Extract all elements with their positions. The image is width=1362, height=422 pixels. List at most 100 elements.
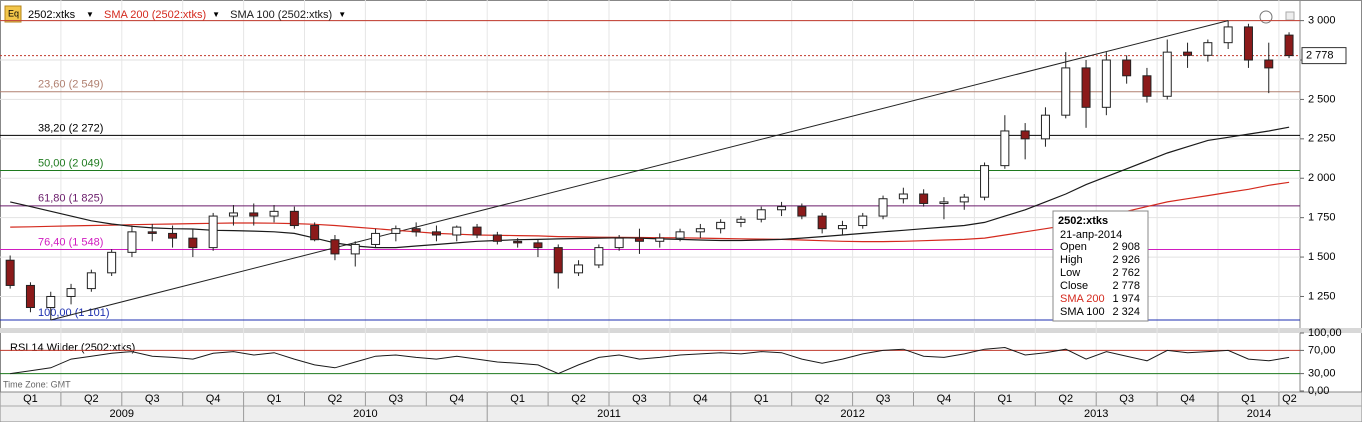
candle-body (574, 264, 584, 274)
last-price-box (1301, 47, 1347, 65)
candle-body (1101, 59, 1111, 108)
y-tick-label: 2 250 (1308, 133, 1336, 145)
candle-body (1061, 67, 1071, 116)
dropdown[interactable]: ▼ (338, 10, 346, 19)
quarter-label: Q1 (998, 393, 1013, 405)
level-label: 38,20 (2 272) (38, 122, 103, 134)
candle-body (716, 221, 726, 230)
symbol[interactable]: 2502:xtks (28, 9, 76, 21)
candle-body (1203, 42, 1213, 56)
sma-line (10, 126, 1290, 249)
eq-icon[interactable] (4, 5, 22, 23)
legend-entry[interactable]: SMA 100 (2502:xtks) (230, 9, 332, 21)
candle-body (25, 284, 35, 309)
y-tick-label: 70,00 (1308, 344, 1336, 356)
quarter-label: Q2 (571, 393, 586, 405)
y-tick-label: 30,00 (1308, 368, 1336, 380)
close-icon[interactable] (1285, 11, 1295, 21)
candle-body (1162, 51, 1172, 97)
candle-body (1142, 75, 1152, 97)
candle-body (228, 212, 238, 217)
candle-body (1122, 59, 1132, 77)
year-label: 2013 (1084, 408, 1108, 420)
quarter-label: Q1 (23, 393, 38, 405)
candle-body (472, 226, 482, 236)
tooltip-key: Low (1060, 267, 1080, 279)
candle-body (980, 165, 990, 198)
last-price-label: 2 778 (1306, 50, 1334, 62)
quarter-label: Q3 (1119, 393, 1134, 405)
y-tick-label: 2 500 (1308, 93, 1336, 105)
candle-body (188, 237, 198, 249)
quarter-label: Q1 (510, 393, 525, 405)
level-label: 76,40 (1 548) (38, 236, 103, 248)
candle-body (1223, 26, 1233, 44)
year-label: 2012 (840, 408, 864, 420)
quarter-label: Q3 (876, 393, 891, 405)
candle-body (371, 232, 381, 245)
candle-body (939, 201, 949, 204)
eq-icon-label: Eq (8, 8, 19, 18)
quarter-label: Q4 (206, 393, 221, 405)
tooltip-value: 2 908 (1112, 241, 1140, 253)
tooltip-value: 2 926 (1112, 254, 1140, 266)
candle-body (431, 231, 441, 236)
tooltip-key: SMA 200 (1060, 293, 1105, 305)
y-tick-label: 0,00 (1308, 385, 1329, 397)
candle-body (127, 231, 137, 253)
panel-splitter (0, 328, 1362, 333)
quarter-label: Q1 (754, 393, 769, 405)
candle-body (5, 259, 15, 286)
y-tick-label: 3 000 (1308, 15, 1336, 27)
rsi-title[interactable]: RSI 14 Wilder (2502:xtks) (10, 342, 135, 354)
quarter-label: Q1 (267, 393, 282, 405)
candle-body (208, 215, 218, 249)
candle-body (797, 206, 807, 217)
trend-line (50, 20, 1229, 321)
candle-body (46, 295, 56, 309)
candle-body (107, 251, 117, 274)
quarter-label: Q3 (145, 393, 160, 405)
clock-icon[interactable] (1259, 10, 1273, 24)
candle-body (168, 232, 178, 239)
tooltip-key: High (1060, 254, 1083, 266)
candle-body (756, 209, 766, 220)
candle-body (1183, 51, 1193, 56)
year-label: 2009 (110, 408, 134, 420)
candle-body (858, 215, 868, 227)
quarter-label: Q4 (693, 393, 708, 405)
candle-body (492, 234, 502, 242)
quarter-label: Q4 (1180, 393, 1195, 405)
candle-body (695, 228, 705, 233)
candle-body (1020, 130, 1030, 140)
candle-body (249, 212, 259, 217)
candle-body (614, 237, 624, 249)
candle-body (898, 193, 908, 200)
tooltip-value: 2 324 (1112, 306, 1140, 318)
quarter-label: Q4 (449, 393, 464, 405)
candle-body (310, 225, 320, 241)
tooltip-box (1052, 210, 1149, 322)
dropdown[interactable]: ▼ (212, 10, 220, 19)
quarter-label: Q3 (632, 393, 647, 405)
level-label: 23,60 (2 549) (38, 79, 103, 91)
candle-body (269, 210, 279, 217)
quarter-label: Q1 (1241, 393, 1256, 405)
dropdown[interactable]: ▼ (86, 10, 94, 19)
time-axis-bg (0, 391, 1362, 422)
candle-body (147, 231, 157, 234)
quarter-label: Q4 (937, 393, 952, 405)
y-tick-label: 1 250 (1308, 290, 1336, 302)
candle-body (391, 228, 401, 234)
quarter-label: Q2 (328, 393, 343, 405)
legend-entry[interactable]: SMA 200 (2502:xtks) (104, 9, 206, 21)
candle-body (66, 288, 76, 297)
year-label: 2010 (353, 408, 377, 420)
candle-body (1081, 67, 1091, 108)
y-tick-label: 1 500 (1308, 251, 1336, 263)
candle-body (1040, 114, 1050, 140)
level-label: 100,00 (1 101) (38, 307, 110, 319)
candle-body (634, 237, 644, 242)
